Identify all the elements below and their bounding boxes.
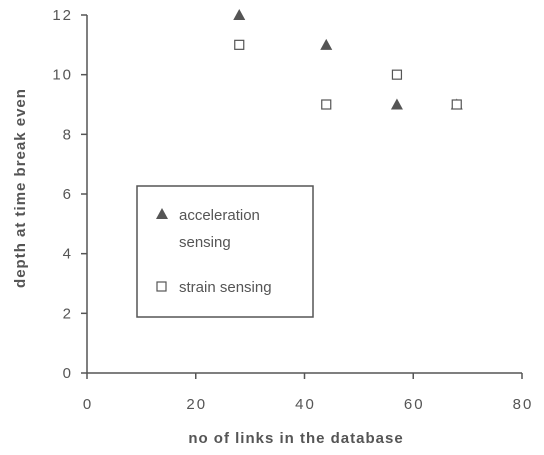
axis-ticks: 0 2 4 6 8 10 12 0 20 40 60 80 [52, 7, 534, 413]
y-tick-label: 2 [63, 305, 73, 322]
legend-square-icon [156, 281, 167, 292]
legend-triangle-icon [156, 208, 168, 219]
y-tick-label: 8 [63, 126, 73, 143]
strain-sensing-point [391, 69, 403, 80]
x-tick-label: 60 [404, 396, 425, 413]
y-tick-label: 0 [63, 365, 73, 382]
legend: acceleration sensing strain sensing [136, 185, 314, 318]
x-tick-label: 40 [295, 396, 316, 413]
legend-box [136, 185, 314, 318]
data-markers [233, 9, 463, 110]
acceleration-sensing-point [390, 98, 403, 110]
y-axis-title: depth at time break even [12, 88, 29, 288]
x-tick-label: 0 [83, 396, 93, 413]
legend-label-strain: strain sensing [179, 279, 272, 296]
y-tick-label: 10 [52, 67, 73, 84]
y-tick-label: 6 [63, 186, 73, 203]
legend-label-acceleration-line1: acceleration [179, 207, 260, 224]
x-tick-label: 80 [513, 396, 534, 413]
strain-sensing-point [321, 99, 332, 110]
acceleration-sensing-point [320, 38, 333, 50]
x-tick-label: 20 [186, 396, 207, 413]
strain-sensing-point [234, 39, 245, 50]
x-axis-title: no of links in the database [188, 430, 403, 447]
y-tick-label: 4 [63, 246, 73, 263]
legend-label-acceleration-line2: sensing [179, 234, 231, 251]
strain-sensing-point [451, 99, 462, 110]
acceleration-sensing-point [233, 9, 246, 20]
y-tick-label: 12 [52, 7, 73, 24]
